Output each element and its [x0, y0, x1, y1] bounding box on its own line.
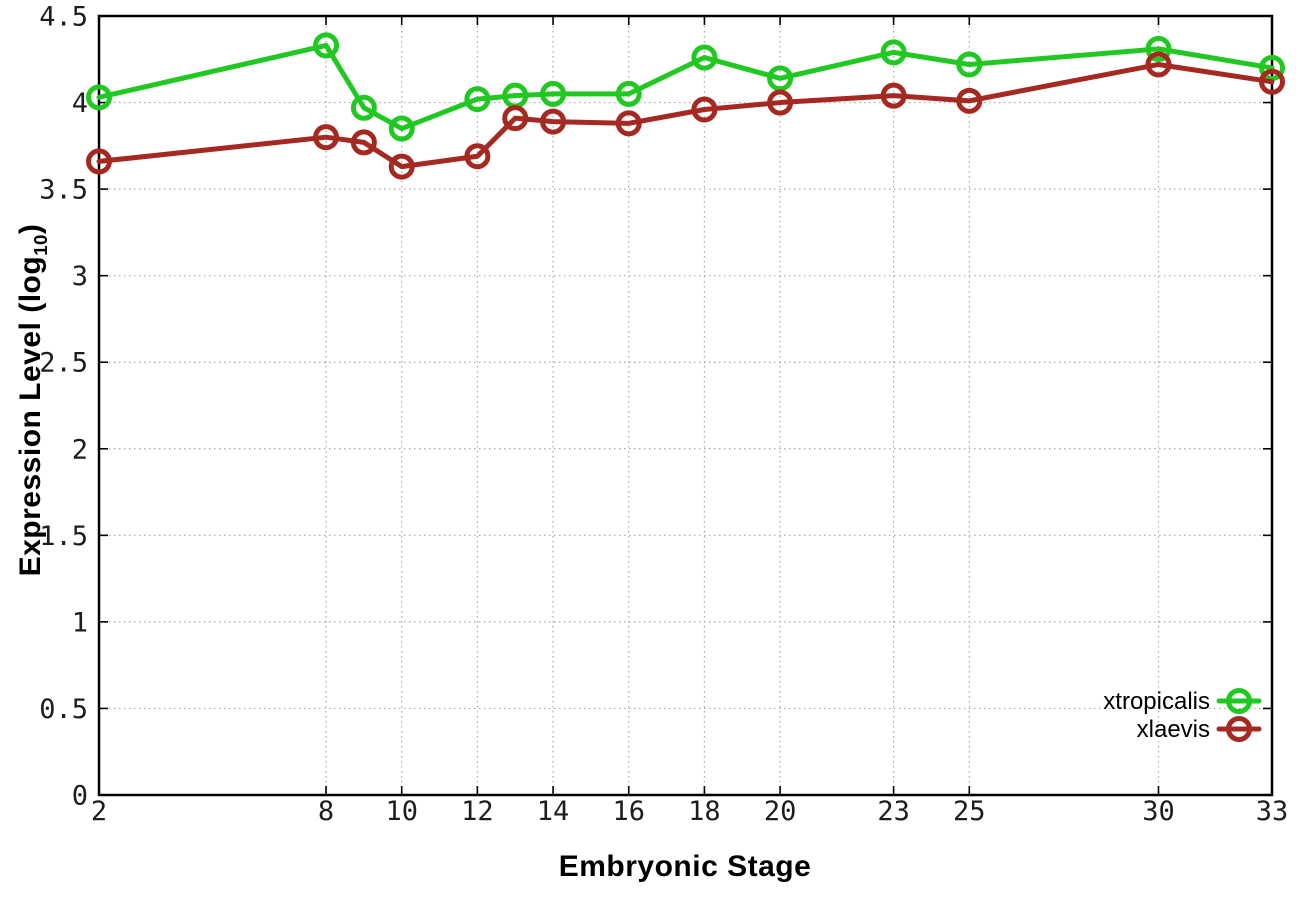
- data-point-xlaevis-stage-23: [880, 82, 907, 109]
- data-point-xlaevis-stage-2: [86, 148, 112, 175]
- data-point-xlaevis-stage-30: [1145, 51, 1172, 78]
- data-point-xlaevis-stage-16: [615, 110, 642, 137]
- data-point-xlaevis-stage-20: [767, 89, 794, 116]
- x-tick-label: 8: [318, 796, 334, 827]
- y-tick-label: 2.5: [39, 348, 88, 379]
- x-axis-title: Embryonic Stage: [558, 850, 812, 883]
- y-tick-label: 4.5: [39, 2, 88, 33]
- y-tick-label: 3: [72, 261, 88, 292]
- x-tick-label: 33: [1256, 796, 1289, 827]
- data-point-xtropicalis-stage-14: [540, 80, 567, 107]
- data-point-xlaevis-stage-8: [313, 124, 340, 151]
- data-point-xlaevis-stage-25: [956, 87, 983, 114]
- y-tick-label: 1: [72, 607, 88, 638]
- x-tick-label: 16: [612, 796, 645, 827]
- data-point-xlaevis-stage-13: [502, 105, 529, 132]
- data-point-xlaevis-stage-33: [1259, 68, 1285, 95]
- legend-marker-xlaevis: [1226, 716, 1252, 742]
- legend-label-xtropicalis: xtropicalis: [1103, 688, 1210, 715]
- data-point-xtropicalis-stage-2: [86, 84, 112, 111]
- data-point-xtropicalis-stage-12: [464, 86, 491, 113]
- data-point-xtropicalis-stage-33: [1259, 54, 1285, 81]
- y-axis-title: Expression Level (log10): [14, 224, 52, 577]
- data-point-xtropicalis-stage-25: [956, 51, 983, 78]
- data-point-xtropicalis-stage-30: [1145, 35, 1172, 62]
- y-axis-title-text: Expression Level (log: [14, 255, 47, 577]
- x-tick-label: 14: [537, 796, 570, 827]
- x-tick-label: 18: [688, 796, 721, 827]
- y-tick-label: 1.5: [39, 521, 88, 552]
- plot-border: [97, 14, 1274, 797]
- data-point-xlaevis-stage-10: [388, 153, 415, 180]
- series-line-xlaevis: [96, 61, 1275, 170]
- x-tick-label: 30: [1142, 796, 1175, 827]
- data-point-xtropicalis-stage-8: [313, 32, 340, 59]
- x-tick-label: 25: [953, 796, 986, 827]
- x-tick-label: 12: [461, 796, 494, 827]
- x-tick-label: 23: [877, 796, 910, 827]
- data-point-xlaevis-stage-14: [540, 108, 567, 135]
- y-tick-label: 0.5: [39, 694, 88, 725]
- data-point-xtropicalis-stage-23: [880, 39, 907, 66]
- y-axis-title-close-paren: ): [14, 223, 47, 235]
- data-point-xtropicalis-stage-18: [691, 44, 718, 71]
- y-tick-label: 4: [72, 88, 88, 119]
- data-point-xtropicalis-stage-16: [615, 80, 642, 107]
- x-tick-label: 20: [764, 796, 797, 827]
- data-point-xtropicalis-stage-9: [350, 94, 377, 121]
- series-line-xtropicalis: [96, 42, 1275, 132]
- x-tick-label: 10: [385, 796, 418, 827]
- y-tick-label: 0: [72, 781, 88, 812]
- y-axis-title-subscript: 10: [30, 234, 51, 256]
- y-tick-label: 3.5: [39, 175, 88, 206]
- data-point-xtropicalis-stage-20: [767, 65, 794, 92]
- legend-label-xlaevis: xlaevis: [1137, 716, 1210, 743]
- data-point-xlaevis-stage-18: [691, 96, 718, 123]
- data-point-xtropicalis-stage-10: [388, 115, 415, 142]
- data-point-xlaevis-stage-9: [350, 129, 377, 156]
- y-tick-label: 2: [72, 434, 88, 465]
- data-point-xlaevis-stage-12: [464, 143, 491, 170]
- legend-marker-xtropicalis: [1226, 688, 1252, 714]
- x-tick-label: 2: [91, 796, 107, 827]
